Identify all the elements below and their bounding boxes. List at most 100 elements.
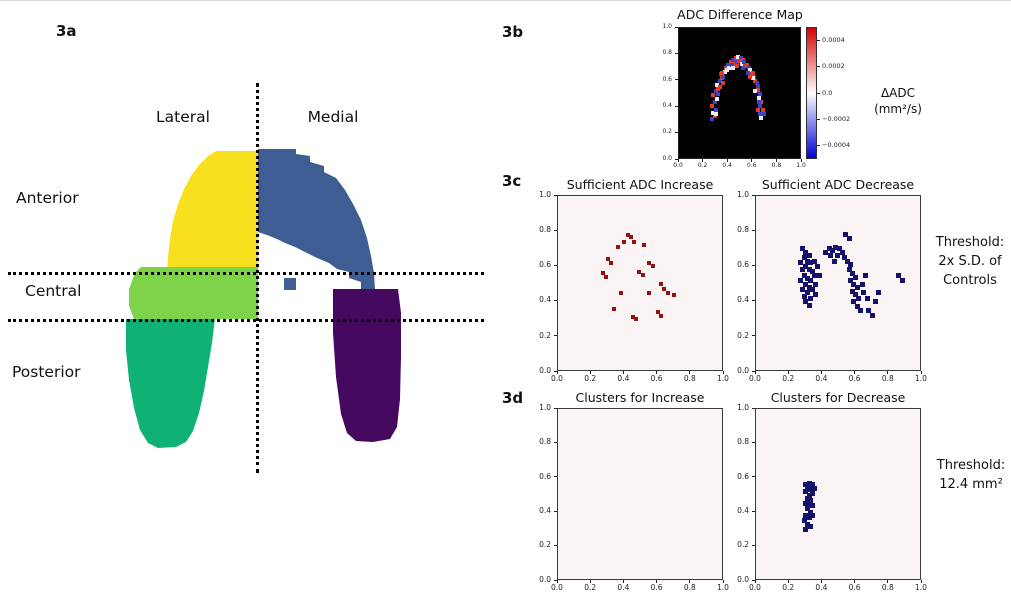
tick-mark [726,159,728,162]
x-tick-label: 0.4 [722,162,732,169]
y-tick-label: 0.4 [539,295,551,305]
data-pixel [743,64,748,69]
x-tick-label: 0.2 [584,583,597,592]
y-tick-label: 0.2 [737,540,749,550]
data-pixel [803,513,809,519]
tick-mark [689,371,691,374]
data-pixel [725,68,729,73]
data-pixel [803,482,809,488]
data-pixel [811,485,817,491]
data-pixel [805,276,810,282]
x-tick-label: 1.0 [915,583,927,592]
data-pixel [747,65,752,70]
x-tick-label: 1.0 [717,374,729,383]
clusters-for-decrease-title: Clusters for Decrease [770,390,906,405]
x-tick-label: 0.0 [749,583,761,592]
data-pixel [806,253,812,259]
tick-mark [787,580,789,583]
tick-mark [854,371,856,374]
data-pixel [808,509,814,515]
data-pixel [803,489,809,495]
data-pixel [729,63,734,67]
data-pixel [742,60,747,65]
y-tick-label: 0.4 [662,101,672,109]
data-pixel [759,115,764,120]
tick-mark [752,300,755,302]
data-pixel [712,99,717,104]
tick-mark [775,159,777,162]
x-tick-label: 0.4 [617,583,630,592]
data-pixel [713,107,718,112]
threshold-note-c: Threshold: 2x S.D. of Controls [929,233,1011,290]
data-pixel [619,290,624,295]
tick-mark [754,580,756,583]
data-pixel [861,290,867,296]
tick-mark [554,579,557,581]
data-pixel [745,70,750,75]
data-pixel [726,63,731,67]
colorbar [806,27,817,159]
y-tick-label: 0.0 [737,365,749,375]
data-pixel [876,290,882,296]
data-pixel [642,243,647,248]
tick-mark [702,159,704,162]
tick-mark [554,300,557,302]
data-pixel [846,267,852,273]
data-pixel [851,281,857,287]
y-tick-label: 0.2 [662,128,672,136]
data-pixel [665,290,670,295]
y-tick-label: 1.0 [737,189,749,199]
data-pixel [829,248,835,254]
tick-mark [554,476,557,478]
tick-mark [589,580,591,583]
data-pixel [846,235,852,241]
tick-mark [752,579,755,581]
data-pixel [798,260,804,266]
data-pixel [808,497,814,503]
tick-mark [554,370,557,372]
region-central-lateral [129,267,258,319]
lateral-medial-divider [256,83,259,473]
data-pixel [826,246,832,252]
y-tick-label: 0.6 [737,260,749,270]
data-pixel [856,295,862,301]
tick-mark [722,371,724,374]
x-tick-label: 0.6 [848,374,861,383]
y-tick-label: 0.0 [662,154,672,162]
data-pixel [711,93,716,98]
region-anterior-medial [258,149,375,290]
tick-mark [752,545,755,547]
tick-mark [556,371,558,374]
panel-label-3b: 3b [502,23,524,41]
delta-adc-label-line1: ΔADC [880,86,916,100]
data-pixel [806,492,812,498]
data-pixel [749,72,754,77]
data-pixel [731,57,736,62]
data-pixel [739,61,744,66]
delta-adc-label-line2: (mm²/s) [874,102,922,116]
colorbar-tick-label: 0.0 [822,88,833,97]
x-tick-label: 0.0 [673,162,683,169]
colorbar-tick-label: 0.0004 [822,35,845,44]
data-pixel [722,69,727,74]
central-label: Central [25,282,82,300]
x-tick-label: 0.2 [584,374,597,383]
data-pixel [713,89,718,94]
tick-mark [675,52,678,54]
anterior-central-divider [8,272,484,275]
data-pixel [801,272,807,278]
data-pixel [757,96,761,100]
y-tick-label: 0.6 [662,75,672,83]
data-pixel [761,111,766,116]
central-posterior-divider [8,319,484,322]
data-pixel [629,234,633,239]
y-tick-label: 0.2 [737,330,749,340]
data-pixel [834,253,840,259]
data-pixel [863,272,869,278]
tick-mark [622,371,624,374]
sufficient-adc-decrease-title: Sufficient ADC Decrease [761,177,915,192]
tick-mark [920,580,922,583]
data-pixel [800,286,805,292]
tick-mark [854,580,856,583]
